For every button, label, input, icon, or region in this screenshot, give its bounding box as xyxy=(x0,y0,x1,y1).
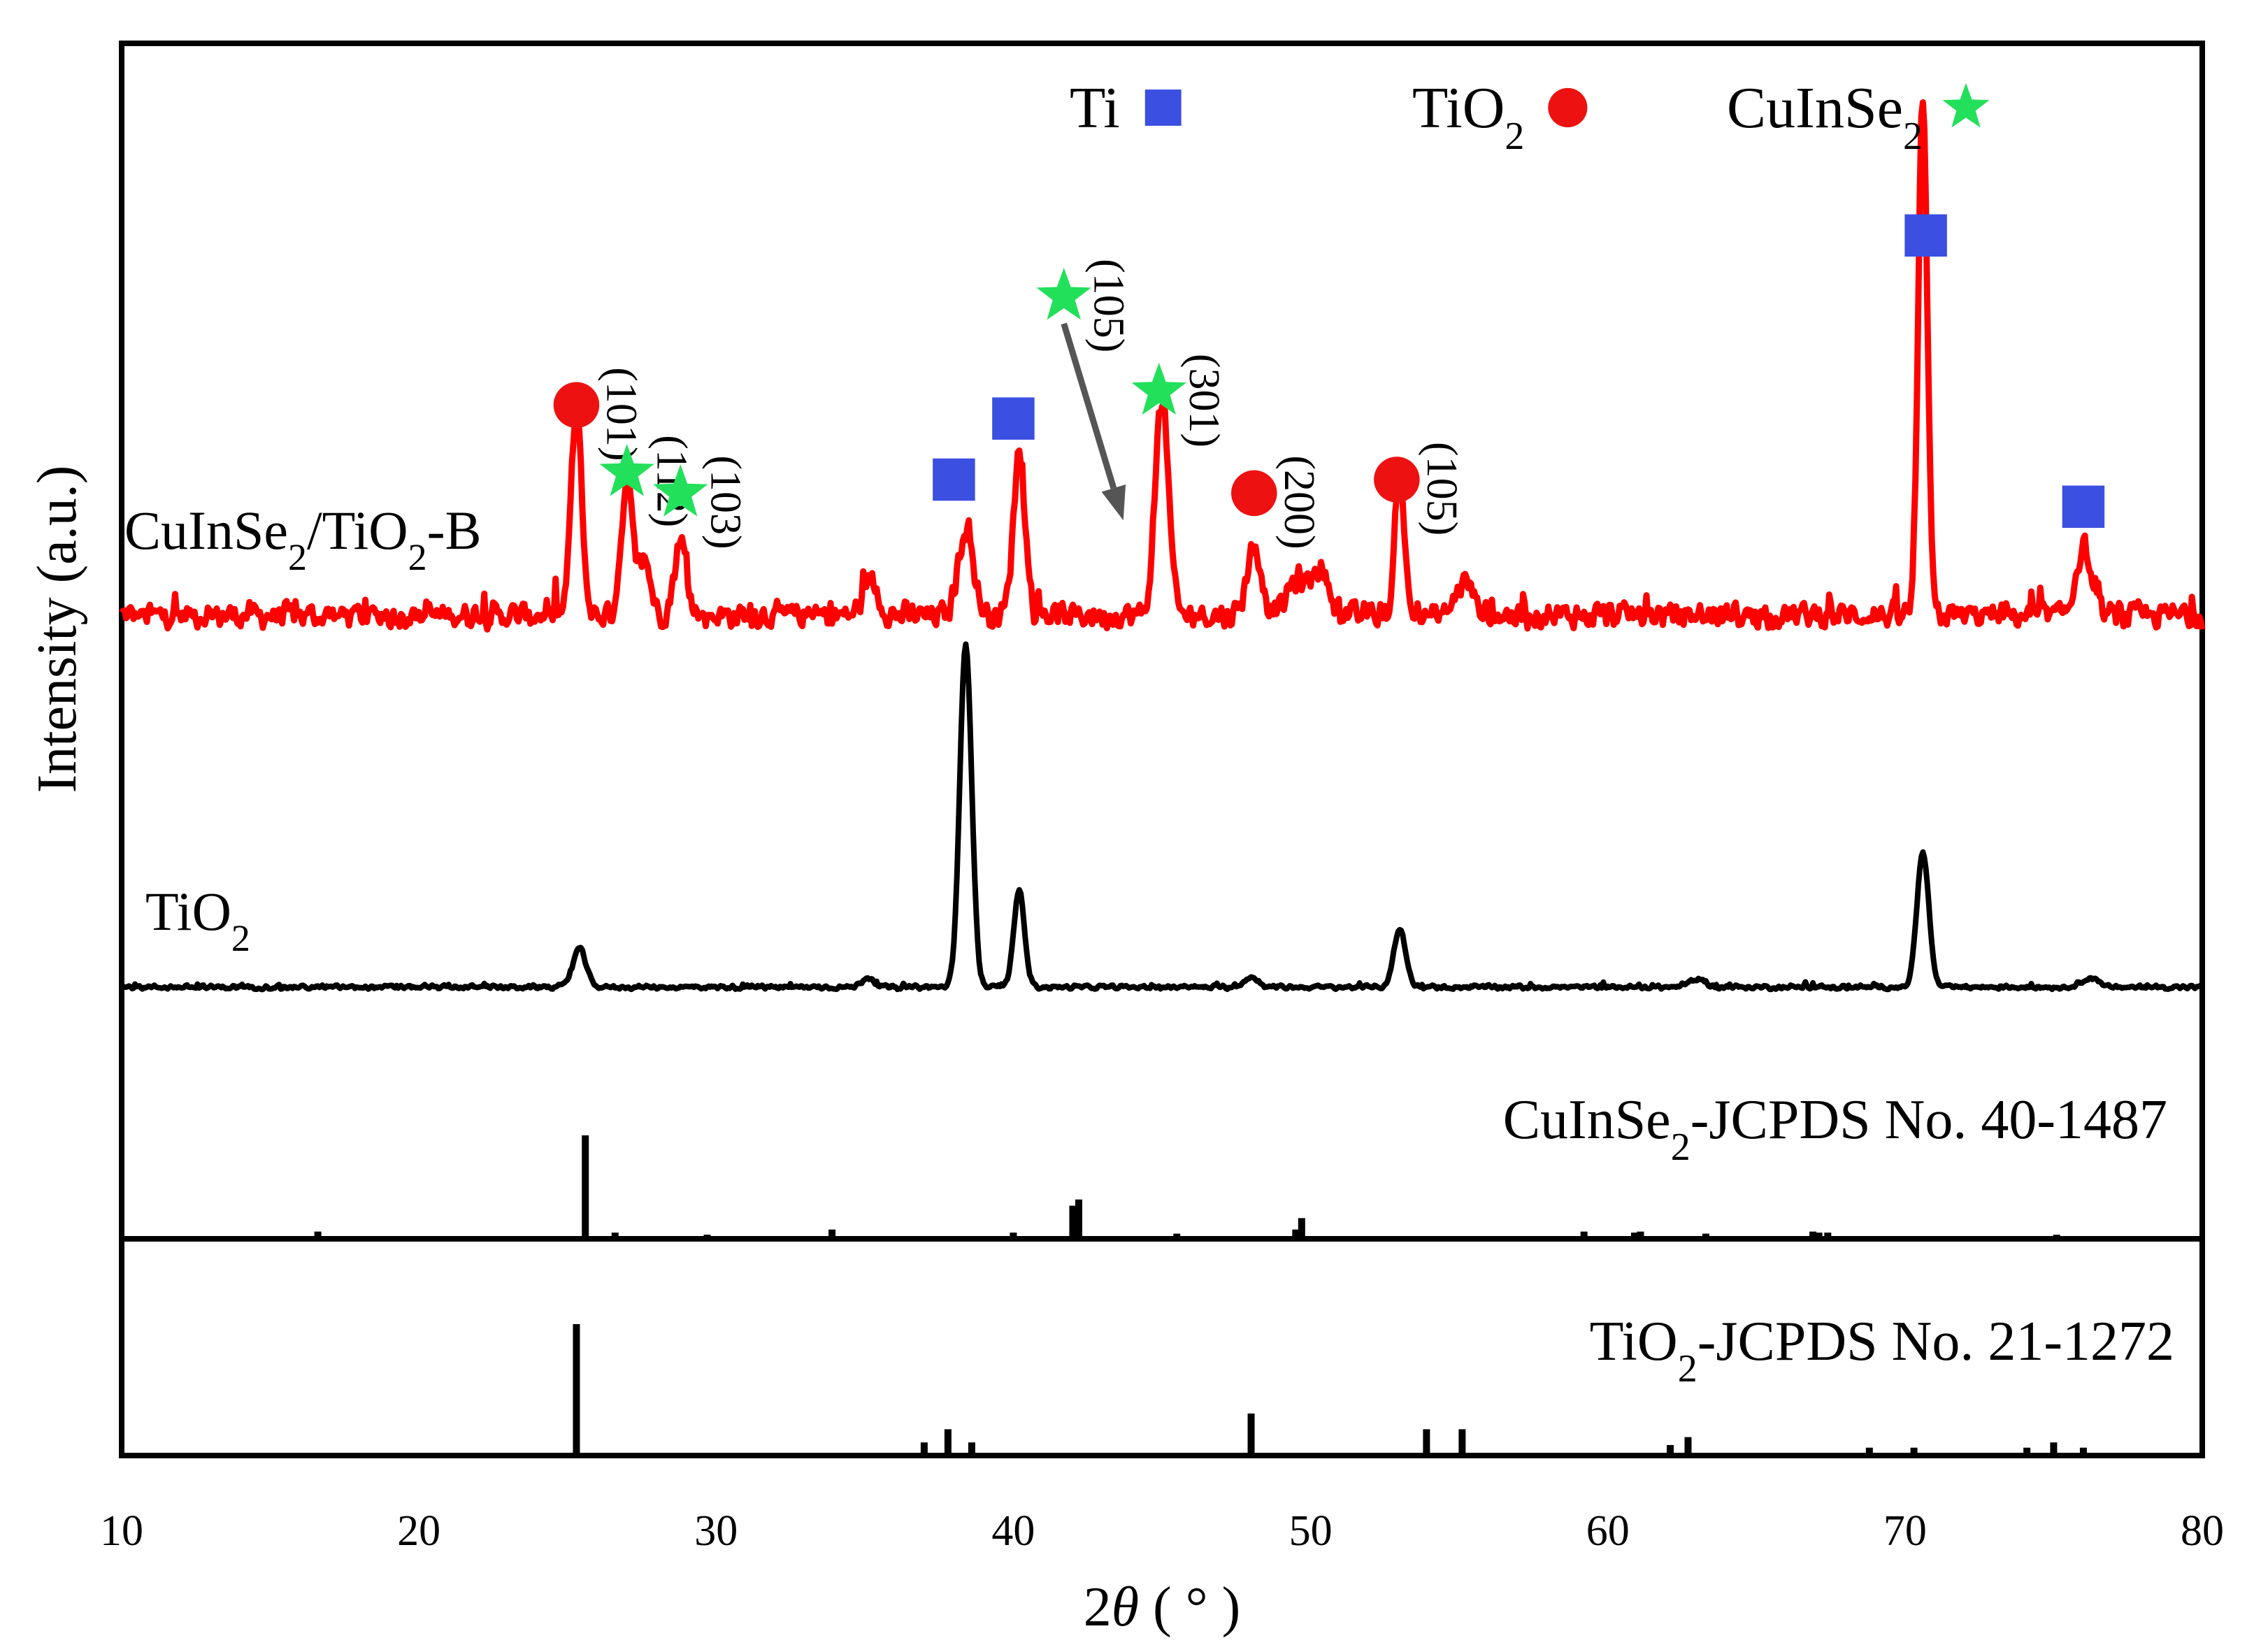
x-tick-label: 30 xyxy=(694,1507,738,1555)
x-axis-title-unit: ( ° ) xyxy=(1139,1576,1240,1638)
x-tick-label: 80 xyxy=(2181,1507,2224,1555)
x-axis-title: 2θ ( ° ) xyxy=(1084,1576,1241,1638)
cuinse2-star-marker xyxy=(653,464,708,517)
tio2-circle-marker xyxy=(1548,87,1588,128)
cuinse2-star-marker xyxy=(1036,267,1091,320)
series-line-cuinse2-tio2-b xyxy=(119,99,2206,633)
legend-label-text: CuInSe xyxy=(1727,76,1903,141)
reference-patterns xyxy=(314,1135,2087,1456)
series-label-tio2-part: TiO xyxy=(145,881,231,942)
x-tick-label: 50 xyxy=(1289,1507,1333,1555)
series-label-cuinse2-tio2-b-part: 2 xyxy=(288,536,307,578)
series-label-tio2: TiO2 xyxy=(145,881,250,959)
series-label-cuinse2-tio2-b-part: 2 xyxy=(408,536,427,578)
reference-label-tio2-part: 2 xyxy=(1678,1347,1697,1391)
legend-label-circle: TiO2 xyxy=(1412,76,1524,158)
peak-annotations: (101)(112) (103) (105) (301) (200) (105) xyxy=(553,214,2105,550)
x-tick-label: 10 xyxy=(100,1507,143,1555)
cuinse2-star-marker xyxy=(1942,82,1990,128)
x-axis-title-theta: θ xyxy=(1112,1576,1139,1638)
reference-label-cuinse2-part: 2 xyxy=(1671,1126,1690,1169)
legend-label-subscript: 2 xyxy=(1505,115,1524,158)
pointer-arrow-shaft xyxy=(1061,322,1117,489)
x-tick-label: 20 xyxy=(397,1507,440,1555)
legend-label-square: Ti xyxy=(1070,76,1120,141)
reference-label-cuinse2-part: -JCPDS No. 40-1487 xyxy=(1690,1089,2167,1151)
miller-index-label: (301) xyxy=(1180,354,1228,447)
y-axis-title: Intensity (a.u.) xyxy=(27,466,88,793)
miller-index-label: (105) xyxy=(1085,259,1133,352)
series-label-cuinse2-tio2-b: CuInSe2/TiO2-B xyxy=(124,500,482,578)
series-label-cuinse2-tio2-b-part: CuInSe xyxy=(124,500,288,561)
ti-square-marker xyxy=(1904,214,1947,257)
reference-label-tio2-part: -JCPDS No. 21-1272 xyxy=(1697,1311,2174,1372)
legend-label-text: Ti xyxy=(1070,76,1120,141)
plot-frames xyxy=(119,41,2205,1458)
tio2-circle-marker xyxy=(553,382,600,429)
legend-label-star: CuInSe2 xyxy=(1727,76,1923,158)
cuinse2-star-marker xyxy=(1131,362,1186,415)
miller-index-label: (105) xyxy=(1418,442,1465,536)
x-tick-label: 40 xyxy=(991,1507,1035,1555)
series-label-cuinse2-tio2-b-part: -B xyxy=(427,500,482,561)
legend-label-text: TiO xyxy=(1412,76,1505,141)
x-axis-title-prefix: 2 xyxy=(1084,1576,1112,1638)
legend-label-subscript: 2 xyxy=(1903,115,1923,158)
labels: Intensity (a.u.) CuInSe2/TiO2-BTiO2CuInSe… xyxy=(27,466,2174,1391)
series-line-tio2 xyxy=(120,641,2204,993)
miller-index-label: (103) xyxy=(701,455,749,549)
tio2-circle-marker xyxy=(1231,470,1277,517)
x-tick-label: 70 xyxy=(1883,1507,1927,1555)
upper-plot-frame xyxy=(119,41,2205,1242)
x-axis: 10 20 30 40 50 60 70 80 2θ ( ° ) xyxy=(100,1507,2224,1638)
series-label-tio2-part: 2 xyxy=(231,917,250,959)
tio2-circle-marker xyxy=(1374,457,1420,503)
cuinse2-star-marker xyxy=(599,444,654,496)
ti-square-marker xyxy=(933,458,975,501)
phase-legend: Ti TiO2 CuInSe2 xyxy=(1070,76,1990,158)
miller-index-label: (101) xyxy=(597,367,645,461)
ti-square-marker xyxy=(2062,485,2105,529)
reference-label-cuinse2-part: CuInSe xyxy=(1503,1089,1671,1151)
lower-plot-frame xyxy=(119,1236,2205,1458)
diffraction-series xyxy=(119,99,2206,993)
miller-index-label: (200) xyxy=(1275,455,1323,549)
reference-label-cuinse2: CuInSe2-JCPDS No. 40-1487 xyxy=(1503,1089,2167,1169)
miller-index-label: (112) xyxy=(648,435,696,527)
reference-label-tio2-part: TiO xyxy=(1590,1311,1678,1372)
pointer-arrow-head xyxy=(1101,484,1126,521)
ti-square-marker xyxy=(992,397,1035,440)
ti-square-marker xyxy=(1144,89,1182,126)
reference-label-tio2: TiO2-JCPDS No. 21-1272 xyxy=(1590,1311,2174,1391)
x-tick-label: 60 xyxy=(1586,1507,1630,1555)
series-label-cuinse2-tio2-b-part: /TiO xyxy=(307,500,408,561)
